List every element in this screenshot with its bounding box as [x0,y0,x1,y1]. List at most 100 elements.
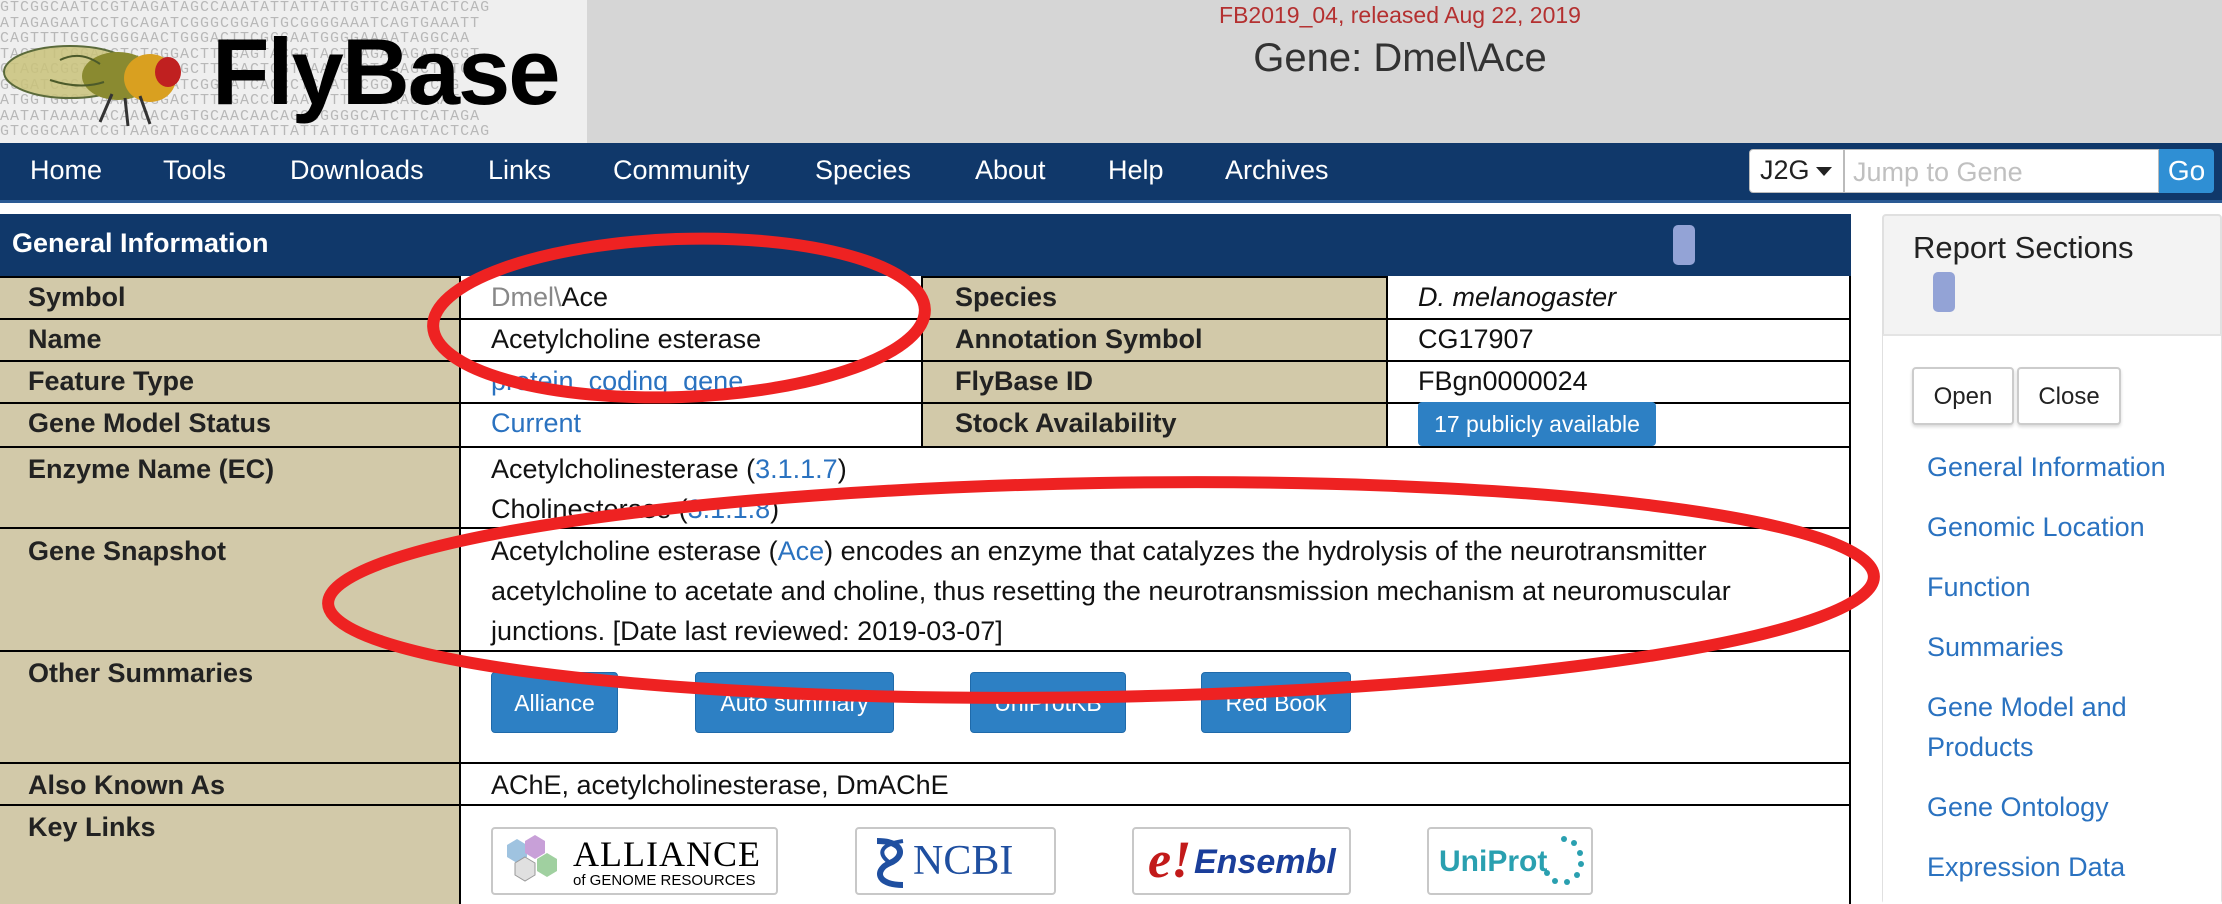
page-title: Gene: Dmel\Ace [1253,36,1547,80]
nav-links[interactable]: Links [488,155,552,185]
row-divider [0,360,1851,362]
enzyme-name-label: Enzyme Name (EC) [28,454,275,484]
dna-sequence-background: GTCGGCAATCCGTAAGATAGCCAAATATTATTATTGTTCA… [0,0,491,140]
panel-title: General Information [12,228,269,258]
species-label: Species [955,282,1058,312]
sidebar-item-gene-ontology[interactable]: Gene Ontology [1927,792,2109,822]
sidebar-content [1883,334,2221,904]
column-divider [921,276,923,448]
nav-downloads[interactable]: Downloads [290,155,424,185]
annotation-symbol-value: CG17907 [1418,324,1534,354]
enzyme-2-name: Cholinesterase ( [491,494,688,524]
alliance-summary-button[interactable]: Alliance [491,672,618,733]
column-divider [1849,276,1851,904]
enzyme-2-ec-link[interactable]: 3.1.1.8 [687,494,771,524]
fruit-fly-icon [3,45,181,127]
key-links-label: Key Links [28,812,156,842]
jump-to-gene-input[interactable]: Jump to Gene [1844,149,2159,193]
j2g-label: J2G [1760,155,1810,185]
sidebar-item-summaries[interactable]: Summaries [1927,632,2064,662]
row-divider [0,650,1851,652]
j2g-dropdown[interactable]: J2G [1749,149,1844,193]
uniprot-logo-text: UniProt [1439,845,1548,878]
close-sections-button[interactable]: Close [2017,367,2121,425]
row-divider [0,804,1851,806]
annotation-symbol-label: Annotation Symbol [955,324,1203,354]
also-known-as-value: AChE, acetylcholinesterase, DmAChE [491,770,949,800]
name-label: Name [28,324,102,354]
symbol-prefix: Dmel\ [491,282,562,312]
species-value: D. melanogaster [1418,282,1617,312]
nav-home[interactable]: Home [30,155,103,185]
alliance-link[interactable]: ALLIANCE of GENOME RESOURCES [491,827,778,895]
nav-species[interactable]: Species [815,155,912,185]
symbol-value: Dmel\Ace [491,282,608,313]
label-column-right [922,276,1387,448]
red-book-summary-button[interactable]: Red Book [1201,672,1351,733]
name-value: Acetylcholine esterase [491,324,762,354]
enzyme-1-name: Acetylcholinesterase ( [491,454,756,484]
sidebar-item-genomic-location[interactable]: Genomic Location [1927,512,2145,542]
uniprot-link[interactable]: UniProt [1427,827,1593,895]
gene-model-status-link[interactable]: Current [491,408,582,438]
symbol-name: Ace [561,282,609,312]
row-divider [0,762,1851,764]
alliance-logo-text: ALLIANCE [573,834,761,874]
sidebar-item-general-information[interactable]: General Information [1927,452,2166,482]
feature-type-link[interactable]: protein_coding_gene [491,366,744,396]
sidebar-toggle-handle[interactable] [1933,272,1955,312]
flybase-id-label: FlyBase ID [955,366,1094,396]
sidebar-item-function[interactable]: Function [1927,572,2031,602]
nav-about[interactable]: About [975,155,1046,185]
enzyme-1-ec-link[interactable]: 3.1.1.7 [755,454,838,484]
ensembl-link[interactable]: e! Ensembl [1132,827,1351,895]
open-sections-button[interactable]: Open [1912,367,2014,425]
other-summaries-label: Other Summaries [28,658,254,688]
also-known-as-label: Also Known As [28,770,226,800]
panel-header[interactable]: General Information [0,214,1851,276]
nav-community[interactable]: Community [613,155,750,185]
ncbi-logo-text: NCBI [913,838,1014,884]
nav-help[interactable]: Help [1108,155,1164,185]
go-button[interactable]: Go [2159,149,2214,193]
ensembl-logo-text: Ensembl [1194,843,1336,881]
logo-text: FlyBase [212,19,561,124]
snapshot-line-2: acetylcholine to acetate and choline, th… [491,576,1731,606]
page-header: GTCGGCAATCCGTAAGATAGCCAAATATTATTATTGTTCA… [0,0,2222,143]
enzyme-2: Cholinesterase (3.1.1.8) [491,494,779,525]
stock-availability-label: Stock Availability [955,408,1177,438]
symbol-label: Symbol [28,282,126,312]
flybase-id-value: FBgn0000024 [1418,366,1588,396]
release-info: FB2019_04, released Aug 22, 2019 [1219,2,1581,28]
auto-summary-button[interactable]: Auto summary [695,672,894,733]
ncbi-link[interactable]: NCBI [855,827,1056,895]
sidebar-item-expression-data[interactable]: Expression Data [1927,852,2126,882]
uniprotkb-summary-button[interactable]: UniProtKB [970,672,1126,733]
enzyme-1-paren: ) [837,454,847,484]
alliance-logo-icon [507,835,557,882]
row-divider [0,527,1851,529]
panel-toggle-handle[interactable] [1673,225,1695,265]
gene-snapshot-label: Gene Snapshot [28,536,227,566]
alliance-logo-subtext: of GENOME RESOURCES [573,872,756,889]
ncbi-logo-icon [876,838,904,888]
column-divider [459,276,461,904]
uniprot-dots-icon [1544,836,1584,885]
flybase-logo[interactable]: GTCGGCAATCCGTAAGATAGCCAAATATTATTATTGTTCA… [0,0,587,143]
snapshot-line-1: Acetylcholine esterase (Ace) encodes an … [491,536,1707,567]
ensembl-e-icon: e! [1148,832,1192,889]
gene-model-status-label: Gene Model Status [28,408,272,438]
nav-archives[interactable]: Archives [1225,155,1329,185]
feature-type-label: Feature Type [28,366,195,396]
snapshot-text: ) encodes an enzyme that catalyzes the h… [824,536,1707,566]
sidebar-item-gene-model[interactable]: Gene Model and [1927,692,2127,722]
stock-availability-button[interactable]: 17 publicly available [1418,402,1656,446]
sidebar-item-gene-model-products[interactable]: Products [1927,732,2034,762]
nav-tools[interactable]: Tools [163,155,227,185]
sidebar-title: Report Sections [1913,230,2134,265]
snapshot-text: Acetylcholine esterase ( [491,536,778,566]
row-divider [0,318,1851,320]
snapshot-line-3: junctions. [Date last reviewed: 2019-03-… [491,616,1003,646]
snapshot-gene-link[interactable]: Ace [777,536,825,566]
enzyme-2-paren: ) [770,494,780,524]
